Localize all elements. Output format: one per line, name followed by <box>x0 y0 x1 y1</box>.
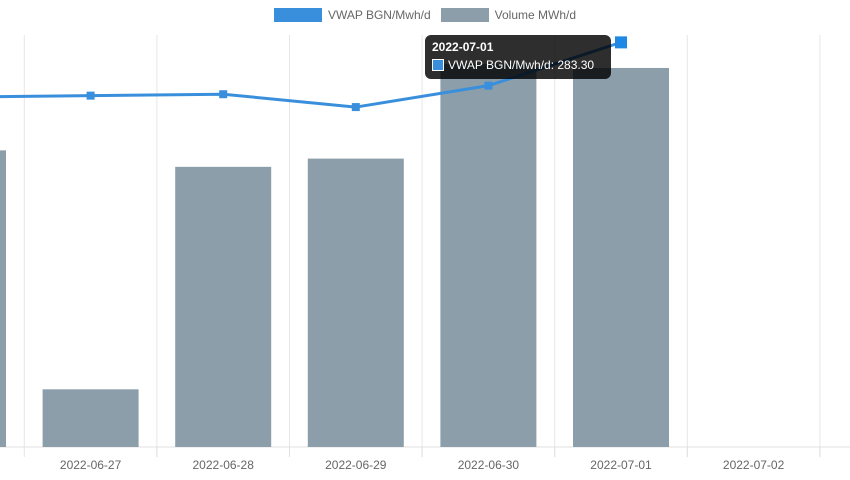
x-tick-label: 2022-06-28 <box>193 458 255 472</box>
x-tick-label: 2022-06-30 <box>458 458 520 472</box>
x-tick-label: 2022-07-02 <box>723 458 785 472</box>
volume-bar[interactable] <box>42 389 139 447</box>
tooltip-label: VWAP BGN/Mwh/d: 283.30 <box>448 58 595 72</box>
tooltip-row: VWAP BGN/Mwh/d: 283.30 <box>432 58 604 72</box>
vwap-point[interactable] <box>351 103 360 112</box>
legend-swatch-vwap <box>273 8 322 22</box>
legend: VWAP BGN/Mwh/d Volume MWh/d <box>0 8 850 22</box>
volume-bar[interactable] <box>0 150 6 448</box>
tooltip-swatch <box>432 59 444 71</box>
volume-bar[interactable] <box>440 63 537 448</box>
vwap-point[interactable] <box>86 91 95 100</box>
tooltip-title: 2022-07-01 <box>432 40 494 54</box>
volume-bar[interactable] <box>573 67 669 448</box>
x-tick-label: 2022-06-29 <box>325 458 387 472</box>
tooltip: 2022-07-01 VWAP BGN/Mwh/d: 283.30 <box>425 35 611 79</box>
volume-bar[interactable] <box>307 158 404 447</box>
legend-swatch-volume <box>440 8 489 22</box>
x-tick-label: 2022-07-01 <box>590 458 652 472</box>
volume-bar[interactable] <box>175 166 272 447</box>
vwap-point[interactable] <box>484 81 493 90</box>
legend-label-vwap: VWAP BGN/Mwh/d <box>327 8 431 22</box>
vwap-point-active[interactable] <box>615 36 627 49</box>
x-tick-label: 2022-06-27 <box>60 458 122 472</box>
legend-item-volume[interactable]: Volume MWh/d <box>440 8 577 22</box>
legend-item-vwap[interactable]: VWAP BGN/Mwh/d <box>273 8 431 22</box>
vwap-point[interactable] <box>219 90 228 99</box>
legend-label-volume: Volume MWh/d <box>494 8 577 22</box>
